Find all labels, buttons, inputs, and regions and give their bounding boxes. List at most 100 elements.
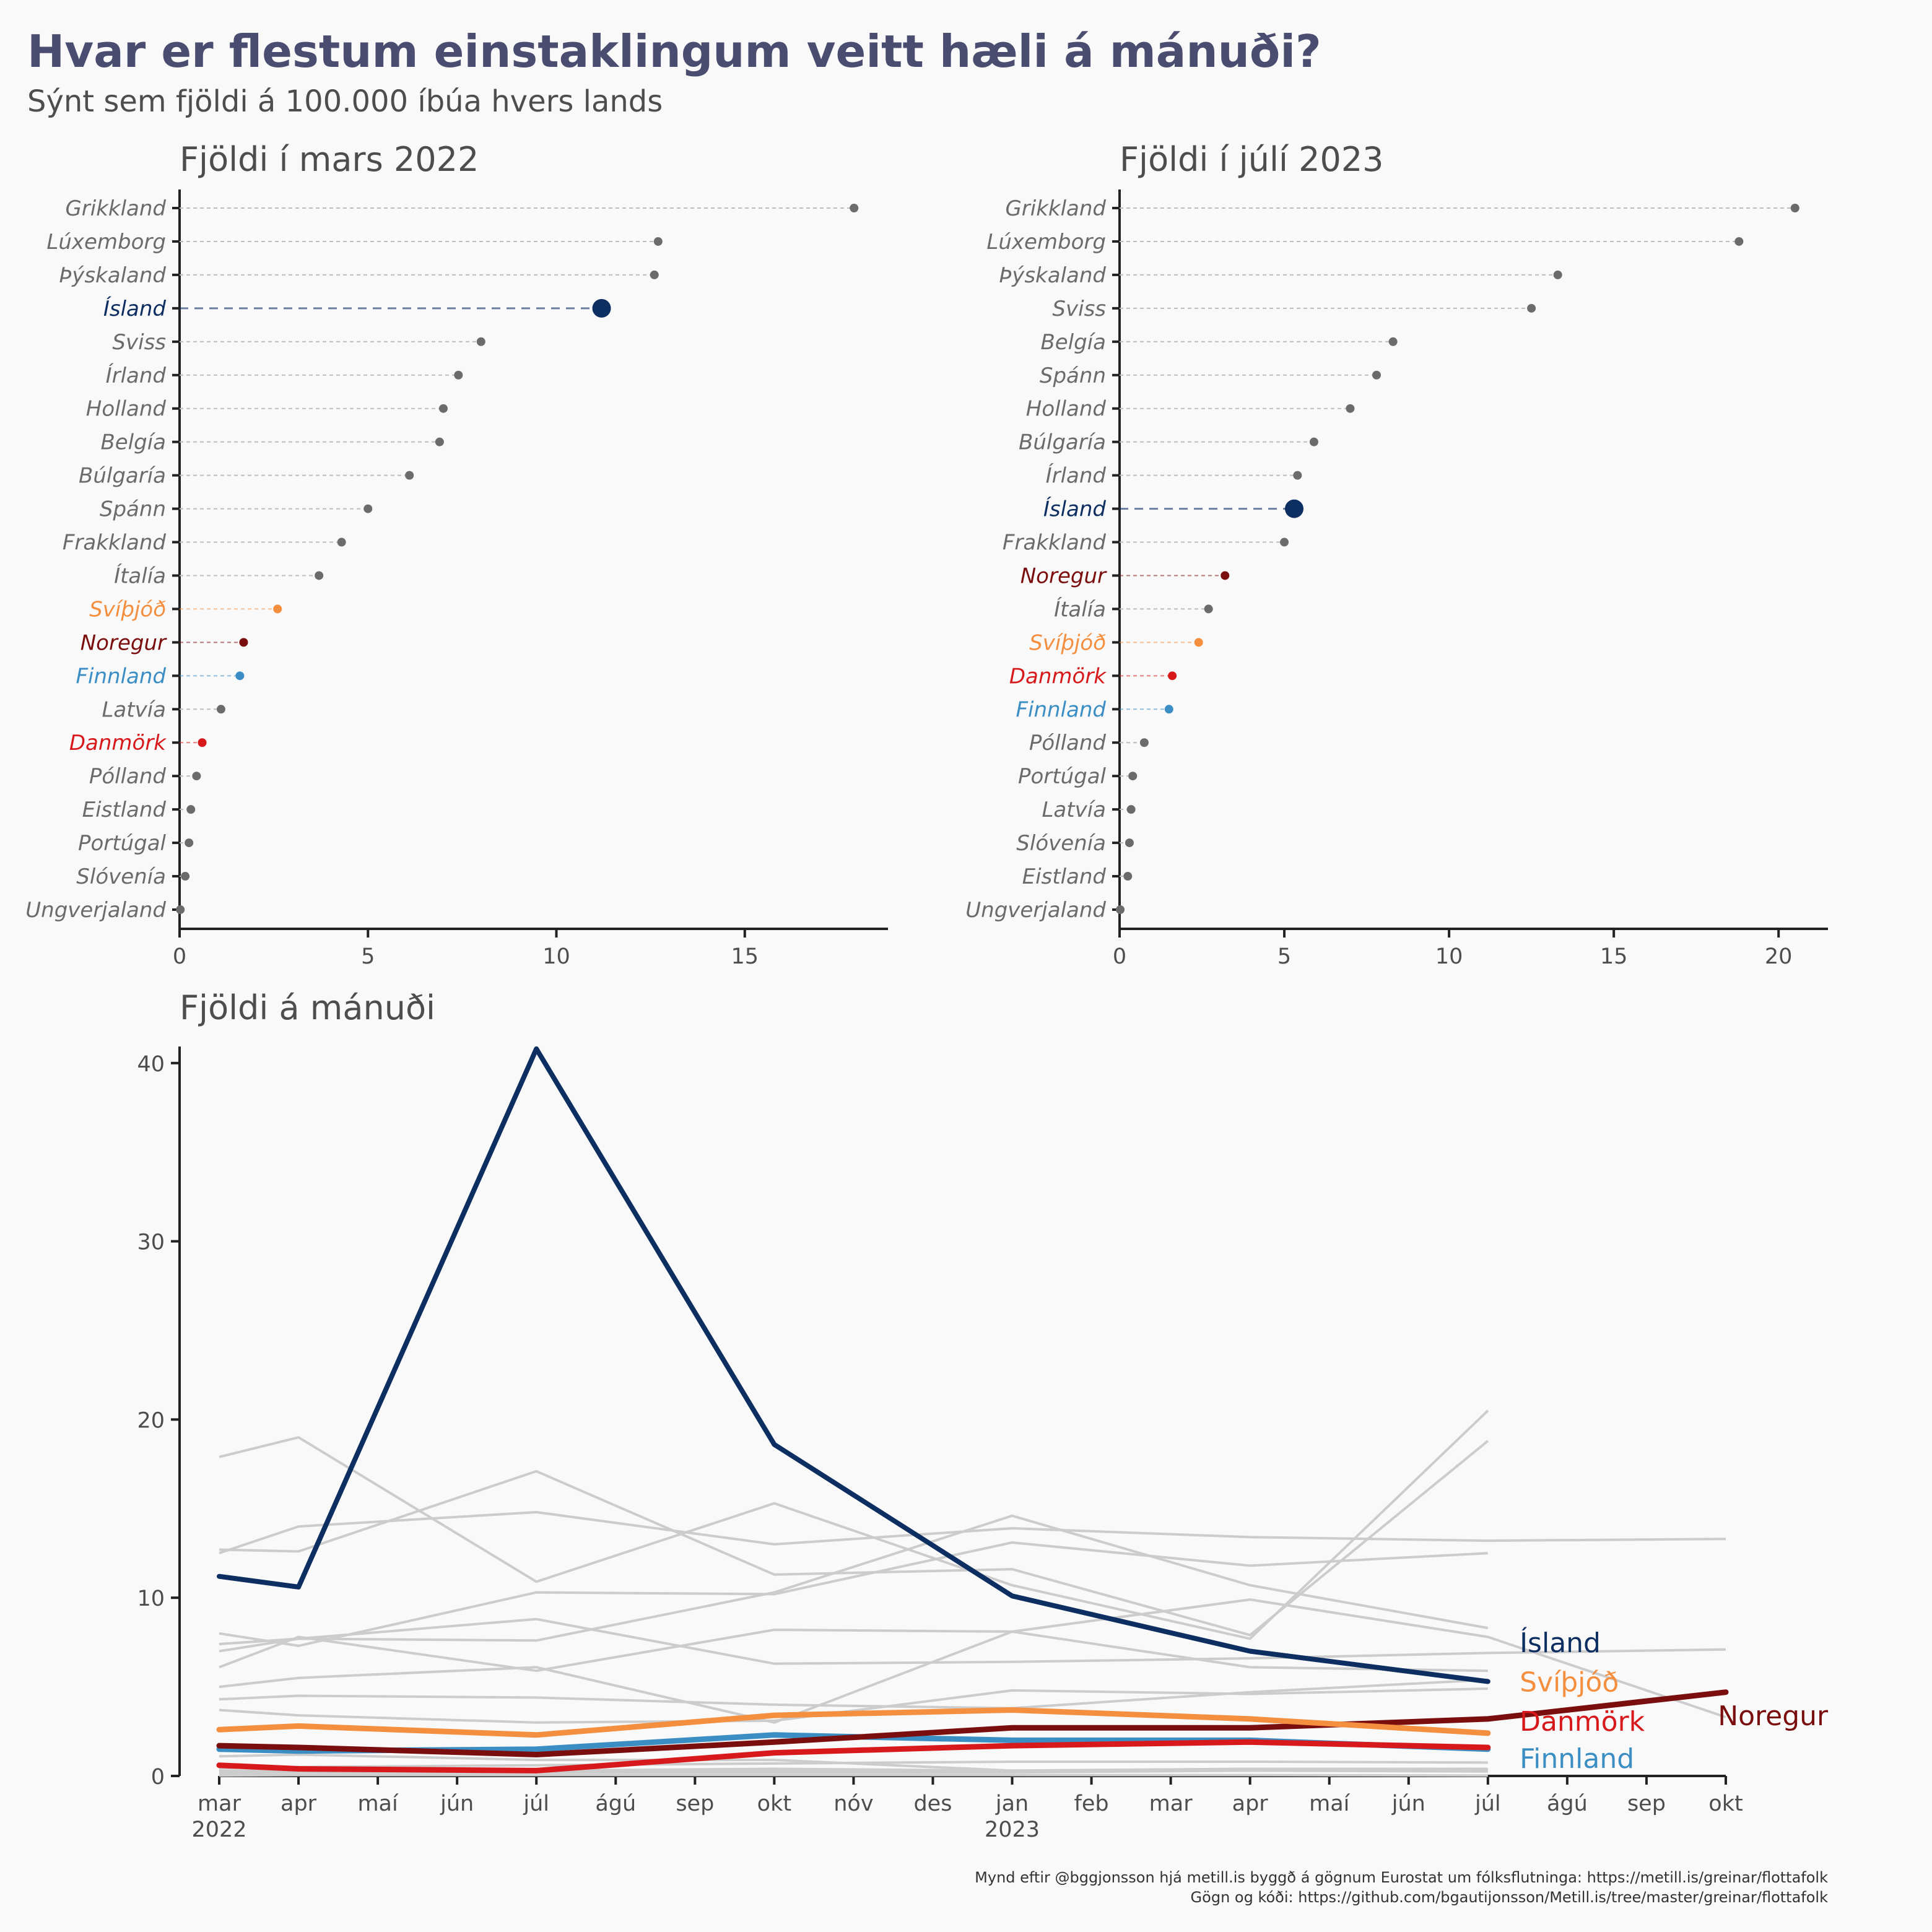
lollipop-panel-mars-2022: 0 5 10 15 Grikkland Lúxemborg Þýskaland Ísland S… — [25, 189, 888, 969]
series-label-finnland: Finnland — [1520, 1743, 1634, 1775]
lollipop-point-island — [1285, 499, 1304, 518]
category-label-portugal: Portúgal — [78, 831, 167, 856]
category-label-slovenia: Slóvenía — [1016, 831, 1106, 856]
category-label-irland: Írland — [1046, 463, 1107, 489]
series-label-danmork: Danmörk — [1520, 1706, 1645, 1738]
background-country-line-0 — [219, 1409, 1489, 1640]
lollipop-point-spann — [363, 504, 373, 513]
series-line-danmork — [216, 1739, 1491, 1773]
lollipop-point-portugal — [185, 838, 194, 848]
series-line-island — [217, 1046, 1490, 1684]
category-label-danmork: Danmörk — [69, 731, 167, 755]
series-line-svithjod — [216, 1707, 1491, 1738]
lollipop-point-danmork — [1168, 671, 1177, 681]
lollipop-point-italia — [315, 571, 324, 580]
lollipop-point-spann — [1372, 370, 1382, 380]
lollipop-point-holland — [1346, 404, 1355, 413]
x-tick-label-mai: maí — [357, 1791, 399, 1816]
x-tick-label-apr: apr — [281, 1791, 317, 1816]
category-label-sviss: Sviss — [1052, 297, 1106, 321]
category-label-belgia: Belgía — [100, 430, 166, 455]
x-tick-label-des: des — [913, 1791, 952, 1816]
series-label-svithjod: Svíþjóð — [1520, 1666, 1619, 1698]
y-tick-label-40: 40 — [137, 1052, 165, 1077]
panel-title-juli-2023: Fjöldi í júlí 2023 — [1120, 140, 1384, 179]
category-label-frakkland: Frakkland — [63, 531, 167, 555]
lollipop-point-slovenia — [1125, 838, 1134, 848]
x-tick-label-15: 15 — [731, 944, 759, 969]
x-year-label-2023: 2023 — [985, 1817, 1040, 1842]
category-label-grikkland: Grikkland — [65, 196, 166, 221]
x-tick-label-0: 0 — [173, 944, 186, 969]
lollipop-point-sviss — [476, 337, 485, 346]
lollipop-point-sviss — [1527, 303, 1536, 313]
x-tick-label-agu: ágú — [1547, 1791, 1588, 1816]
x-tick-label-mar: mar — [1149, 1791, 1193, 1816]
x-tick-label-10: 10 — [542, 944, 570, 969]
figure-title: Hvar er flestum einstaklingum veitt hæli… — [27, 25, 1321, 77]
x-tick-label-15: 15 — [1600, 944, 1628, 969]
lollipop-point-polland — [192, 772, 201, 781]
category-label-spann: Spánn — [1040, 363, 1106, 388]
lollipop-point-irland — [454, 370, 463, 380]
lollipop-point-eistland — [186, 805, 196, 814]
x-tick-label-mai: maí — [1309, 1791, 1351, 1816]
series-label-noregur: Noregur — [1718, 1700, 1829, 1732]
category-label-noregur: Noregur — [80, 630, 167, 655]
category-label-danmork: Danmörk — [1009, 664, 1107, 689]
category-label-finnland: Finnland — [76, 664, 166, 689]
category-label-irland: Írland — [106, 363, 167, 388]
x-tick-label-10: 10 — [1435, 944, 1463, 969]
lollipop-point-grikkland — [850, 204, 859, 212]
x-tick-label-5: 5 — [361, 944, 375, 969]
caption-source: Mynd eftir @bggjonsson hjá metill.is byg… — [975, 1869, 1828, 1886]
lollipop-point-latvia — [1126, 805, 1136, 814]
background-country-line-5 — [219, 1617, 1726, 1665]
lollipop-point-belgia — [435, 437, 444, 446]
category-label-luxemborg: Lúxemborg — [986, 230, 1106, 255]
background-country-line-2 — [219, 1511, 1726, 1555]
panel-title-mars-2022: Fjöldi í mars 2022 — [180, 140, 479, 179]
lollipop-point-irland — [1293, 471, 1302, 480]
category-label-belgia: Belgía — [1040, 330, 1106, 355]
lollipop-point-ungverjaland — [176, 905, 185, 914]
x-tick-label-okt: okt — [757, 1791, 791, 1816]
background-country-line-6 — [219, 1598, 1726, 1718]
x-tick-label-sep: sep — [1627, 1791, 1666, 1816]
category-label-latvia: Latvía — [102, 697, 166, 722]
x-tick-label-jul: júl — [523, 1791, 549, 1816]
category-label-italia: Ítalía — [1054, 596, 1106, 622]
lollipop-point-grikkland — [1790, 204, 1799, 212]
x-tick-label-agu: ágú — [595, 1791, 636, 1816]
y-tick-label-0: 0 — [151, 1765, 165, 1790]
category-label-eistland: Eistland — [82, 798, 167, 822]
lollipop-point-svithjod — [1194, 638, 1203, 647]
category-label-bulgaria: Búlgaría — [79, 464, 166, 489]
lollipop-point-finnland — [1164, 705, 1173, 714]
x-year-label-2022: 2022 — [191, 1817, 246, 1842]
category-label-thyskaland: Þýskaland — [999, 263, 1107, 288]
y-tick-label-20: 20 — [137, 1408, 165, 1433]
category-label-grikkland: Grikkland — [1005, 196, 1106, 221]
category-label-polland: Pólland — [1029, 731, 1107, 755]
lollipop-point-belgia — [1388, 337, 1398, 346]
category-label-ungverjaland: Ungverjaland — [25, 898, 166, 923]
category-label-italia: Ítalía — [114, 563, 166, 588]
x-tick-label-feb: feb — [1074, 1791, 1109, 1816]
category-label-sviss: Sviss — [112, 330, 166, 355]
background-country-line-8 — [219, 1678, 1488, 1710]
lollipop-point-bulgaria — [405, 471, 414, 480]
background-country-line-9 — [219, 1687, 1488, 1724]
lollipop-point-thyskaland — [650, 270, 659, 279]
background-country-line-7 — [219, 1630, 1488, 1724]
y-tick-label-10: 10 — [137, 1586, 165, 1611]
lollipop-point-noregur — [1221, 571, 1230, 580]
x-tick-label-apr: apr — [1232, 1791, 1269, 1816]
lollipop-point-luxemborg — [1734, 237, 1744, 246]
lollipop-point-italia — [1204, 604, 1213, 614]
x-tick-label-0: 0 — [1113, 944, 1126, 969]
x-tick-label-jun: jún — [1391, 1791, 1425, 1816]
x-tick-label-nov: nóv — [833, 1791, 873, 1816]
category-label-polland: Pólland — [89, 764, 167, 789]
